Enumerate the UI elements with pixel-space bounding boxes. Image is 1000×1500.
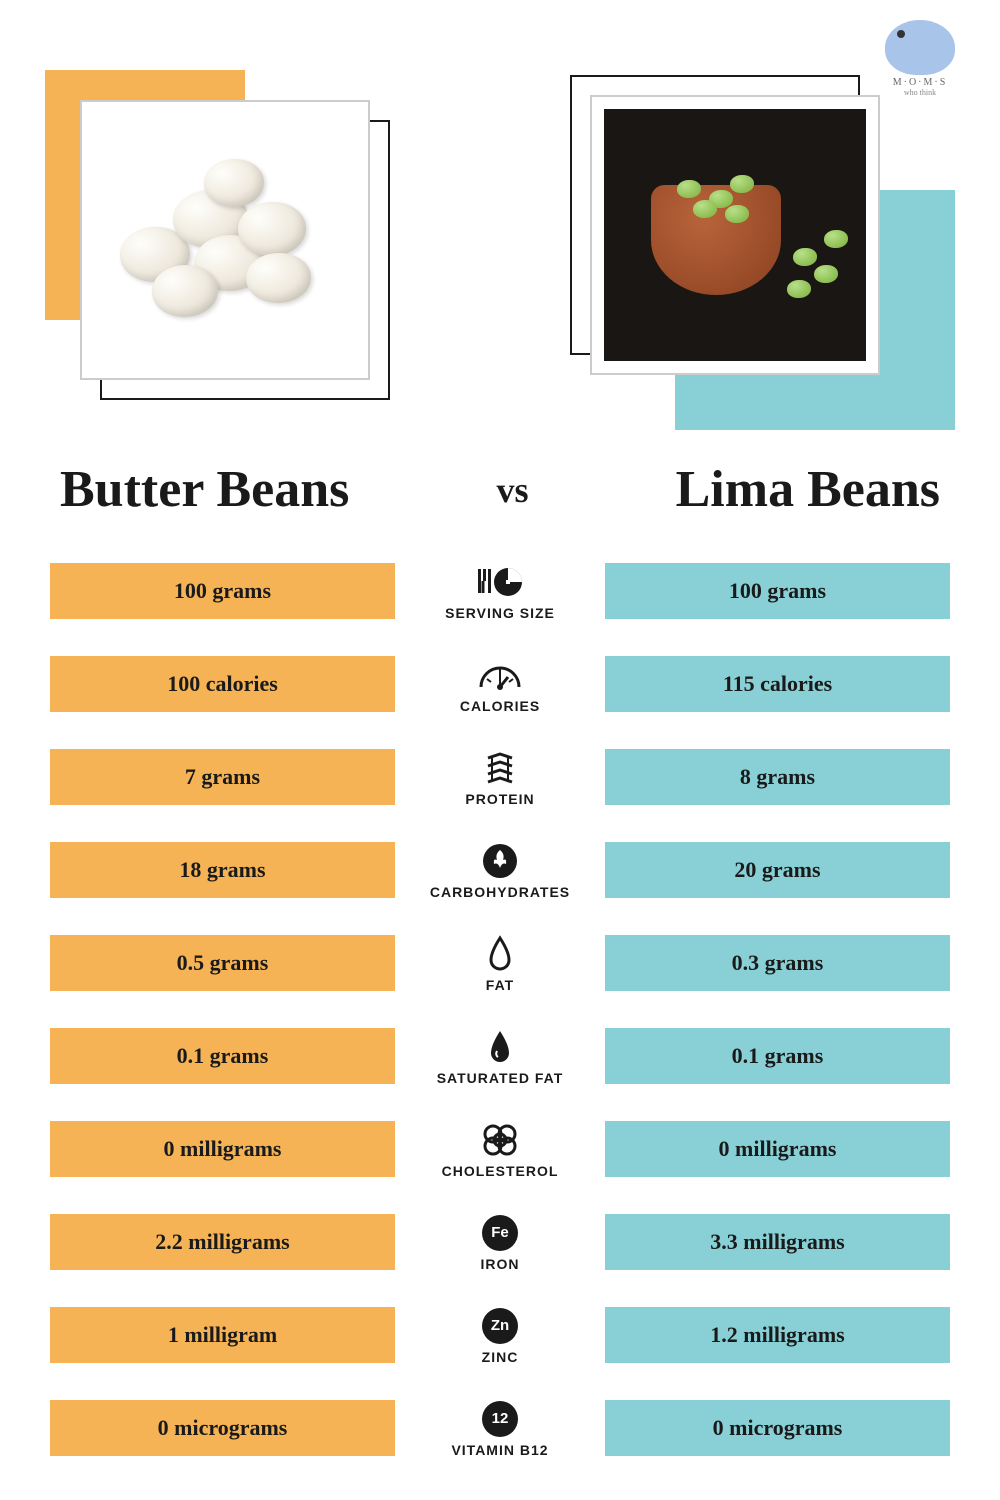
right-value-cell: 0 milligrams bbox=[605, 1121, 950, 1177]
left-value-cell: 0 milligrams bbox=[50, 1121, 395, 1177]
cholesterol-icon bbox=[479, 1120, 521, 1160]
table-row: 0 milligrams CHOLESTEROL 0 milligrams bbox=[50, 1112, 950, 1186]
butter-beans-illustration bbox=[94, 114, 356, 366]
metric-center: SERVING SIZE bbox=[410, 562, 590, 621]
metric-center: SATURATED FAT bbox=[410, 1027, 590, 1086]
logo-bird-icon bbox=[885, 20, 955, 75]
metric-center: Fe IRON bbox=[410, 1213, 590, 1272]
metric-label: FAT bbox=[486, 977, 514, 993]
serving-icon bbox=[474, 562, 526, 602]
titles-row: Butter Beans vs Lima Beans bbox=[50, 460, 950, 519]
metric-center: CALORIES bbox=[410, 655, 590, 714]
zinc-icon: Zn bbox=[482, 1306, 518, 1346]
metric-label: CARBOHYDRATES bbox=[430, 884, 570, 900]
metric-center: CARBOHYDRATES bbox=[410, 841, 590, 900]
comparison-table: 100 grams SERVING SIZE 100 grams 100 cal… bbox=[50, 554, 950, 1465]
butter-beans-photo bbox=[80, 100, 370, 380]
left-value-cell: 100 grams bbox=[50, 563, 395, 619]
images-row bbox=[50, 90, 950, 410]
left-value-cell: 1 milligram bbox=[50, 1307, 395, 1363]
metric-center: CHOLESTEROL bbox=[410, 1120, 590, 1179]
right-value-cell: 100 grams bbox=[605, 563, 950, 619]
right-value-cell: 8 grams bbox=[605, 749, 950, 805]
satfat-icon bbox=[485, 1027, 515, 1067]
metric-label: CALORIES bbox=[460, 698, 540, 714]
right-value-cell: 0 micrograms bbox=[605, 1400, 950, 1456]
fat-icon bbox=[485, 934, 515, 974]
metric-label: VITAMIN B12 bbox=[451, 1442, 548, 1458]
metric-label: IRON bbox=[481, 1256, 520, 1272]
left-value-cell: 18 grams bbox=[50, 842, 395, 898]
left-value-cell: 7 grams bbox=[50, 749, 395, 805]
right-image-block bbox=[580, 90, 930, 410]
table-row: 100 calories CALORIES 115 calories bbox=[50, 647, 950, 721]
metric-center: 12 VITAMIN B12 bbox=[410, 1399, 590, 1458]
table-row: 1 milligram Zn ZINC 1.2 milligrams bbox=[50, 1298, 950, 1372]
left-value-cell: 2.2 milligrams bbox=[50, 1214, 395, 1270]
table-row: 0.1 grams SATURATED FAT 0.1 grams bbox=[50, 1019, 950, 1093]
metric-label: ZINC bbox=[482, 1349, 519, 1365]
metric-center: FAT bbox=[410, 934, 590, 993]
metric-label: SERVING SIZE bbox=[445, 605, 555, 621]
logo-text: M·O·M·S bbox=[893, 77, 948, 88]
right-value-cell: 0.1 grams bbox=[605, 1028, 950, 1084]
protein-icon bbox=[480, 748, 520, 788]
table-row: 0.5 grams FAT 0.3 grams bbox=[50, 926, 950, 1000]
table-row: 100 grams SERVING SIZE 100 grams bbox=[50, 554, 950, 628]
table-row: 2.2 milligrams Fe IRON 3.3 milligrams bbox=[50, 1205, 950, 1279]
calories-icon bbox=[475, 655, 525, 695]
right-value-cell: 1.2 milligrams bbox=[605, 1307, 950, 1363]
left-value-cell: 0.5 grams bbox=[50, 935, 395, 991]
left-value-cell: 0 micrograms bbox=[50, 1400, 395, 1456]
b12-icon: 12 bbox=[482, 1399, 518, 1439]
iron-icon: Fe bbox=[482, 1213, 518, 1253]
carbs-icon bbox=[481, 841, 519, 881]
metric-label: SATURATED FAT bbox=[437, 1070, 564, 1086]
right-value-cell: 20 grams bbox=[605, 842, 950, 898]
metric-center: Zn ZINC bbox=[410, 1306, 590, 1365]
right-value-cell: 0.3 grams bbox=[605, 935, 950, 991]
lima-beans-photo bbox=[590, 95, 880, 375]
metric-label: CHOLESTEROL bbox=[442, 1163, 559, 1179]
lima-beans-illustration bbox=[604, 109, 866, 361]
table-row: 18 grams CARBOHYDRATES 20 grams bbox=[50, 833, 950, 907]
table-row: 0 micrograms 12 VITAMIN B12 0 micrograms bbox=[50, 1391, 950, 1465]
vs-text: vs bbox=[497, 469, 529, 511]
left-value-cell: 100 calories bbox=[50, 656, 395, 712]
metric-center: PROTEIN bbox=[410, 748, 590, 807]
right-title: Lima Beans bbox=[676, 460, 940, 519]
left-value-cell: 0.1 grams bbox=[50, 1028, 395, 1084]
left-title: Butter Beans bbox=[60, 460, 349, 519]
right-value-cell: 115 calories bbox=[605, 656, 950, 712]
left-image-block bbox=[70, 90, 420, 410]
metric-label: PROTEIN bbox=[465, 791, 534, 807]
right-value-cell: 3.3 milligrams bbox=[605, 1214, 950, 1270]
table-row: 7 grams PROTEIN 8 grams bbox=[50, 740, 950, 814]
